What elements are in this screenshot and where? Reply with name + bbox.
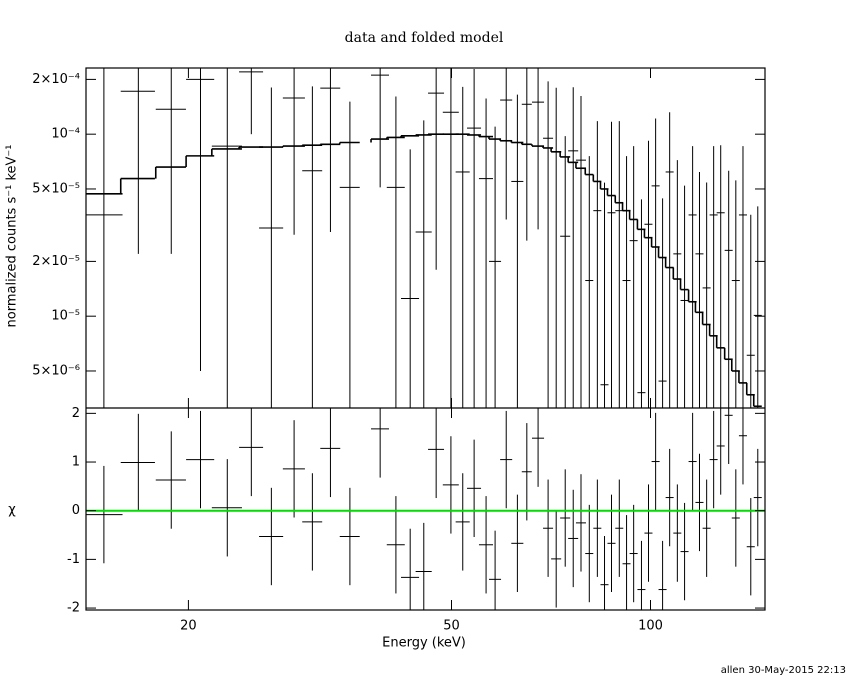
y-axis-label: normalized counts s⁻¹ keV⁻¹ (5, 145, 20, 328)
axes: 5×10⁻⁶ 10⁻⁵ 2×10⁻⁵ 5×10⁻⁵ 10⁻⁴ 2×10⁻⁴ -2 -1 0 1 2 2… (32, 67, 766, 634)
y-tick-label: -1 (67, 552, 80, 567)
x-tick-label: 20 (180, 619, 197, 634)
footer: allen 30-May-2015 22:13 (721, 665, 846, 676)
y-tick-label: 1 (72, 455, 80, 470)
y-tick-label: 10⁻⁵ (51, 309, 80, 324)
x-tick-label: 50 (443, 619, 460, 634)
y-axis-label: χ (8, 503, 16, 518)
y-tick-label: 5×10⁻⁶ (32, 363, 80, 378)
y-tick-label: 2 (72, 406, 80, 421)
y-tick-label: 0 (72, 503, 80, 518)
plot-bottom (86, 408, 765, 610)
plot-top (86, 68, 762, 408)
chart-title: data and folded model (345, 30, 504, 46)
frame (85, 67, 766, 611)
x-axis-label: Energy (keV) (382, 636, 466, 651)
y-tick-label: 2×10⁻⁴ (32, 72, 80, 87)
x-tick-label: 100 (638, 619, 663, 634)
y-tick-label: 2×10⁻⁵ (32, 254, 80, 269)
y-tick-label: 10⁻⁴ (51, 127, 80, 142)
y-tick-label: -2 (67, 601, 80, 616)
y-tick-label: 5×10⁻⁵ (32, 181, 80, 196)
